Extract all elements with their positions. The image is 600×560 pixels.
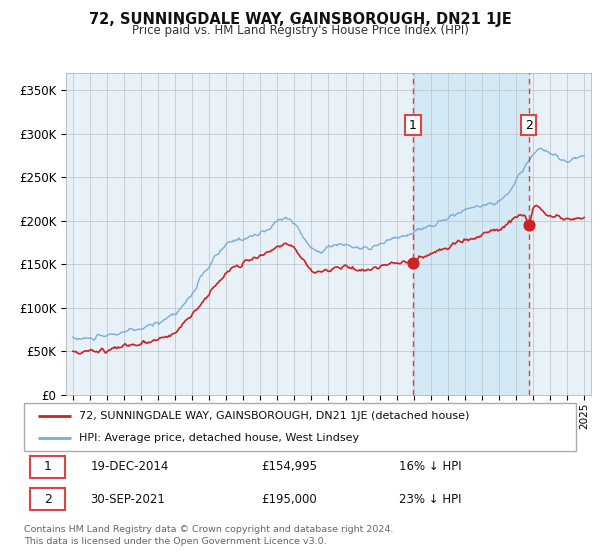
Text: Contains HM Land Registry data © Crown copyright and database right 2024.
This d: Contains HM Land Registry data © Crown c… (24, 525, 394, 546)
Text: 16% ↓ HPI: 16% ↓ HPI (400, 460, 462, 473)
Bar (413, 73, 529, 395)
Text: £195,000: £195,000 (262, 492, 317, 506)
Text: £154,995: £154,995 (262, 460, 317, 473)
Point (408, 258, 418, 267)
Text: 72, SUNNINGDALE WAY, GAINSBOROUGH, DN21 1JE: 72, SUNNINGDALE WAY, GAINSBOROUGH, DN21 … (89, 12, 511, 27)
Text: 30-SEP-2021: 30-SEP-2021 (90, 492, 165, 506)
Text: 23% ↓ HPI: 23% ↓ HPI (400, 492, 462, 506)
Text: 19-DEC-2014: 19-DEC-2014 (90, 460, 169, 473)
FancyBboxPatch shape (29, 488, 65, 510)
Text: 2: 2 (525, 119, 533, 132)
Point (524, 221, 533, 230)
Text: 72, SUNNINGDALE WAY, GAINSBOROUGH, DN21 1JE (detached house): 72, SUNNINGDALE WAY, GAINSBOROUGH, DN21 … (79, 411, 470, 421)
FancyBboxPatch shape (29, 455, 65, 478)
Text: HPI: Average price, detached house, West Lindsey: HPI: Average price, detached house, West… (79, 433, 359, 443)
Text: 1: 1 (44, 460, 52, 473)
Text: 2: 2 (44, 492, 52, 506)
Text: 1: 1 (409, 119, 417, 132)
FancyBboxPatch shape (24, 403, 576, 451)
Text: Price paid vs. HM Land Registry's House Price Index (HPI): Price paid vs. HM Land Registry's House … (131, 24, 469, 38)
